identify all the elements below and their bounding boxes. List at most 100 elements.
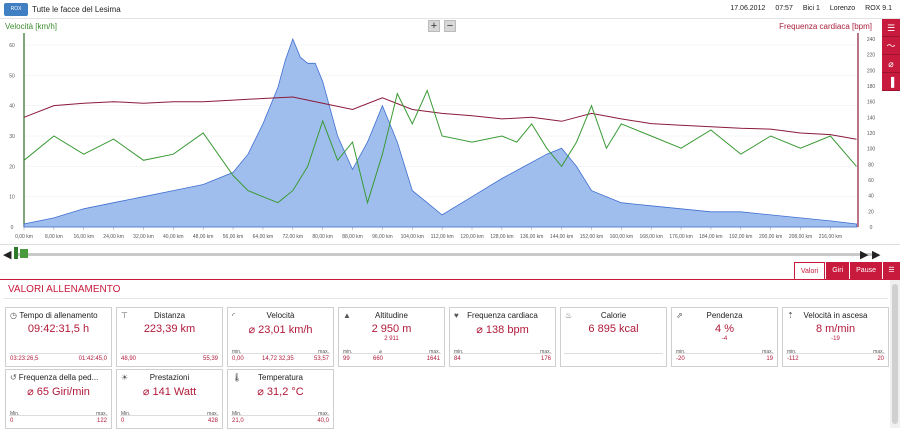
stat-max-value: 53,57 bbox=[313, 356, 329, 362]
right-tick-label: 200 bbox=[867, 68, 876, 74]
stat-label: Frequenza cardiaca bbox=[467, 311, 538, 320]
heart-rate-series bbox=[23, 96, 857, 140]
left-tick-label: 40 bbox=[9, 104, 15, 110]
scroll-track[interactable] bbox=[14, 253, 872, 256]
altitude-series bbox=[23, 37, 857, 228]
right-tick-label: 160 bbox=[867, 100, 876, 106]
stat-value: ⌀ 23,01 km/h bbox=[248, 324, 313, 336]
session-user: Lorenzo bbox=[829, 5, 856, 12]
stat-min-label: min. bbox=[676, 349, 686, 355]
average-icon[interactable]: ⌀ bbox=[882, 55, 900, 73]
stat-min-label: min. bbox=[454, 349, 464, 355]
stat-value: 2 950 m bbox=[371, 323, 412, 335]
x-tick-label: 216,00 km bbox=[819, 234, 842, 240]
stat-card: ◷ Tempo di allenamento 09:42:31,5 h 03:23:2… bbox=[5, 307, 112, 367]
left-tick-label: 20 bbox=[9, 164, 15, 170]
training-chart[interactable]: Velocità [km/h] Frequenza cardiaca [bpm]… bbox=[0, 19, 900, 244]
stat-max-value: 55,39 bbox=[202, 356, 218, 362]
heart-rate-axis-title[interactable]: Frequenza cardiaca [bpm] bbox=[779, 22, 872, 31]
stat-min-value: 21,0 bbox=[232, 418, 244, 424]
stat-min-label: min. bbox=[232, 349, 242, 355]
stat-min-value: -20 bbox=[676, 356, 685, 362]
stat-range-bar bbox=[786, 353, 885, 354]
panel-scroll-thumb[interactable] bbox=[892, 284, 898, 424]
chart-scrollbar[interactable]: ◀ ▶ ▶ bbox=[0, 244, 900, 262]
stat-range-bar bbox=[120, 353, 219, 354]
stat-min-value: -112 bbox=[787, 356, 799, 362]
stat-min-label: Min. bbox=[10, 411, 20, 417]
climb-speed-icon: ⇡ bbox=[787, 311, 794, 320]
stat-sub-value: 2 911 bbox=[384, 336, 399, 342]
cadence-icon: ↺ bbox=[10, 373, 17, 382]
right-tick-label: 20 bbox=[868, 209, 874, 215]
speed-axis-title[interactable]: Velocità [km/h] bbox=[5, 22, 58, 31]
session-date: 17.06.2012 bbox=[730, 5, 766, 12]
tab-valori[interactable]: Valori bbox=[793, 262, 826, 280]
stat-min-label: Min. bbox=[121, 411, 131, 417]
tab-pause[interactable]: Pause bbox=[849, 262, 882, 280]
right-tick-label: 40 bbox=[868, 194, 874, 200]
stat-min-label: min. bbox=[787, 349, 797, 355]
x-tick-label: 144,00 km bbox=[550, 234, 573, 240]
x-tick-label: 80,00 km bbox=[312, 234, 333, 240]
stat-value: ⌀ 65 Giri/min bbox=[27, 386, 90, 398]
stat-card: ↺ Frequenza della ped... ⌀ 65 Giri/min Min.… bbox=[5, 369, 112, 429]
bars-icon[interactable]: ▐ bbox=[882, 73, 900, 91]
scroll-right-icon[interactable]: ▶ bbox=[860, 249, 869, 261]
stat-label: Distanza bbox=[153, 311, 186, 320]
stat-card: ♨ Calorie 6 895 kcal bbox=[560, 307, 667, 367]
stat-range-bar bbox=[9, 415, 108, 416]
stat-label: Calorie bbox=[600, 311, 627, 320]
x-tick-label: 88,00 km bbox=[342, 234, 363, 240]
stat-min-label: Min. bbox=[232, 411, 242, 417]
list-icon[interactable]: ☰ bbox=[882, 19, 900, 37]
clock-icon: ◷ bbox=[10, 311, 17, 320]
x-tick-label: 136,00 km bbox=[520, 234, 543, 240]
scroll-left-icon[interactable]: ◀ bbox=[3, 249, 12, 261]
divider bbox=[4, 298, 888, 299]
left-tick-label: 30 bbox=[9, 134, 15, 140]
x-tick-label: 152,00 km bbox=[580, 234, 603, 240]
x-tick-label: 16,00 km bbox=[73, 234, 94, 240]
power-icon: ☀ bbox=[121, 373, 129, 382]
stat-sub-value: -4 bbox=[721, 336, 728, 342]
x-tick-label: 40,00 km bbox=[163, 234, 184, 240]
zoom-in-button[interactable]: + bbox=[428, 20, 440, 32]
right-tick-label: 60 bbox=[868, 178, 874, 184]
x-tick-label: 24,00 km bbox=[103, 234, 124, 240]
list-icon[interactable]: ☰ bbox=[882, 262, 900, 280]
stat-range-bar bbox=[120, 415, 219, 416]
panel-tabs: Valori Giri Pause ☰ bbox=[793, 262, 900, 280]
stat-value: 09:42:31,5 h bbox=[27, 323, 90, 335]
chart-tools: ☰ 〜 ⌀ ▐ bbox=[882, 19, 900, 91]
stat-card: ◜ Velocità ⌀ 23,01 km/h min. max. 0,00 14,72 3… bbox=[227, 307, 334, 367]
tab-giri[interactable]: Giri bbox=[825, 262, 850, 280]
stat-range-bar bbox=[231, 353, 330, 354]
chart-icon[interactable]: 〜 bbox=[882, 37, 900, 55]
stat-mid-value: 14,72 32,35 bbox=[262, 356, 294, 362]
scroll-handle-start[interactable] bbox=[14, 247, 18, 259]
x-tick-label: 96,00 km bbox=[372, 234, 393, 240]
stat-value: ⌀ 138 bpm bbox=[476, 324, 529, 336]
stat-card: ⇡ Velocità in ascesa 8 m/min -19 min. max. -11… bbox=[782, 307, 889, 367]
page-title: Tutte le facce del Lesima bbox=[32, 5, 121, 14]
scroll-end-icon[interactable]: ▶ bbox=[872, 249, 881, 261]
session-time: 07:57 bbox=[775, 5, 793, 12]
stat-min-value: 0,00 bbox=[232, 356, 244, 362]
stat-min-value: 0 bbox=[121, 418, 125, 424]
x-tick-label: 192,00 km bbox=[729, 234, 752, 240]
stat-max-label: max. bbox=[318, 349, 329, 355]
speed-series bbox=[23, 89, 857, 205]
flame-icon: ♨ bbox=[565, 311, 573, 320]
panel-scrollbar[interactable] bbox=[890, 280, 900, 428]
zoom-out-button[interactable]: − bbox=[444, 20, 456, 32]
stat-label: Altitudine bbox=[375, 311, 408, 320]
scroll-handle[interactable] bbox=[20, 249, 28, 258]
stat-value: 8 m/min bbox=[815, 323, 856, 335]
stat-range-bar bbox=[342, 353, 441, 354]
stat-max-label: max. bbox=[207, 411, 218, 417]
slope-icon: ⇗ bbox=[676, 311, 683, 320]
speedometer-icon: ◜ bbox=[232, 311, 236, 320]
x-tick-label: 176,00 km bbox=[669, 234, 692, 240]
